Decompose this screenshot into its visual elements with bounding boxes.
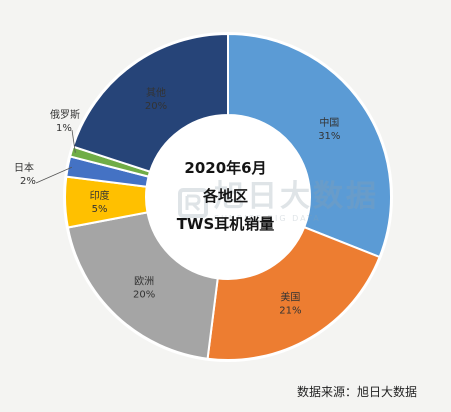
slice-label-value-2: 20% bbox=[133, 289, 155, 300]
slice-label-value-3: 5% bbox=[92, 204, 108, 215]
leader-line-5 bbox=[71, 129, 76, 153]
slice-label-value-5: 1% bbox=[56, 123, 72, 134]
slice-label-value-1: 21% bbox=[279, 305, 301, 316]
slice-label-name-3: 印度 bbox=[90, 189, 110, 202]
slice-label-name-1: 美国 bbox=[280, 290, 300, 303]
slice-label-name-0: 中国 bbox=[319, 116, 339, 129]
slice-label-name-4: 日本 bbox=[14, 161, 34, 174]
donut-hole bbox=[147, 116, 309, 278]
slice-label-value-4: 2% bbox=[20, 176, 36, 187]
slice-label-value-0: 31% bbox=[318, 131, 340, 142]
slice-label-name-2: 欧洲 bbox=[134, 275, 154, 287]
data-source: 数据来源：旭日大数据 bbox=[296, 385, 417, 399]
slice-label-value-6: 20% bbox=[145, 101, 167, 112]
slice-0 bbox=[227, 32, 392, 259]
leader-line-4 bbox=[35, 166, 72, 184]
slice-label-name-5: 俄罗斯 bbox=[50, 108, 80, 121]
slice-label-name-6: 其他 bbox=[146, 86, 166, 99]
slice-2 bbox=[66, 211, 219, 360]
slice-1 bbox=[206, 225, 381, 361]
slice-6 bbox=[71, 32, 229, 173]
